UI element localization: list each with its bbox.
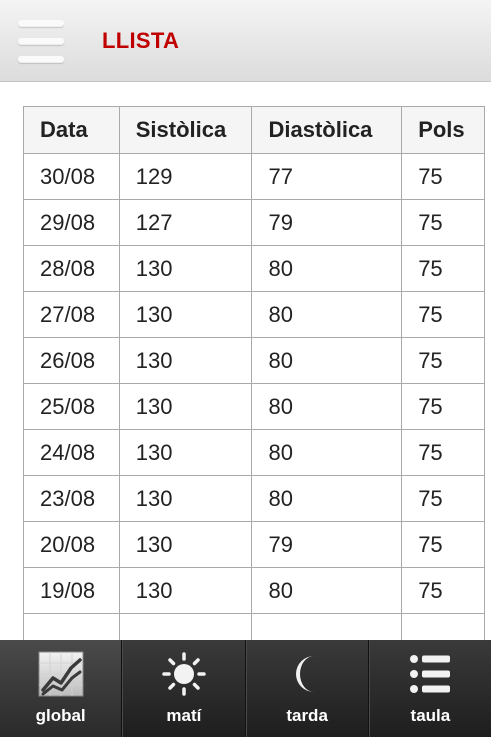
- cell-diastolic: 77: [251, 153, 403, 200]
- cell-diastolic: 80: [251, 475, 403, 522]
- cell-date: 28/08: [23, 245, 120, 292]
- cell-systolic: 130: [118, 291, 253, 338]
- table-row: 30/08 129 77 75: [23, 153, 485, 200]
- cell-date: 30/08: [23, 153, 120, 200]
- cell-pulse: [401, 613, 485, 640]
- cell-date: [23, 613, 120, 640]
- cell-date: 27/08: [23, 291, 120, 338]
- cell-date: 25/08: [23, 383, 120, 430]
- table-row: 20/08 130 79 75: [23, 521, 485, 568]
- sun-icon: [162, 652, 206, 696]
- cell-diastolic: [251, 613, 403, 640]
- cell-pulse: 75: [401, 475, 485, 522]
- cell-systolic: 130: [118, 475, 253, 522]
- cell-pulse: 75: [401, 429, 485, 476]
- cell-systolic: 130: [118, 567, 253, 614]
- app-header: LLISTA: [0, 0, 491, 82]
- bottom-tab-bar: global matí tarda taula: [0, 640, 491, 737]
- menu-bar: [18, 20, 64, 27]
- table-row: 25/08 130 80 75: [23, 383, 485, 430]
- menu-icon[interactable]: [18, 20, 64, 64]
- tab-label: global: [35, 706, 86, 725]
- cell-pulse: 75: [401, 383, 485, 430]
- cell-systolic: 130: [118, 337, 253, 384]
- menu-bar: [18, 56, 64, 63]
- cell-diastolic: 80: [251, 567, 403, 614]
- cell-date: 26/08: [23, 337, 120, 384]
- cell-pulse: 75: [401, 291, 485, 338]
- cell-systolic: 127: [118, 199, 253, 246]
- cell-pulse: 75: [401, 153, 485, 200]
- cell-diastolic: 80: [251, 291, 403, 338]
- readings-table-container[interactable]: Data Sistòlica Diastòlica Pols 30/08 129…: [23, 106, 486, 640]
- page-title: LLISTA: [102, 28, 180, 53]
- cell-systolic: 130: [118, 521, 253, 568]
- tab-taula[interactable]: taula: [368, 640, 491, 737]
- cell-diastolic: 80: [251, 245, 403, 292]
- cell-diastolic: 80: [251, 429, 403, 476]
- cell-diastolic: 80: [251, 337, 403, 384]
- chart-icon: [38, 651, 84, 697]
- tab-label: tarda: [286, 706, 328, 725]
- cell-date: 20/08: [23, 521, 120, 568]
- cell-systolic: 130: [118, 245, 253, 292]
- cell-systolic: 129: [118, 153, 253, 200]
- table-row: 24/08 130 80 75: [23, 429, 485, 476]
- readings-table: Data Sistòlica Diastòlica Pols 30/08 129…: [23, 106, 485, 640]
- cell-systolic: 130: [118, 383, 253, 430]
- table-row: 26/08 130 80 75: [23, 337, 485, 384]
- menu-bar: [18, 38, 64, 45]
- cell-pulse: 75: [401, 567, 485, 614]
- cell-diastolic: 79: [251, 199, 403, 246]
- tab-label: taula: [410, 706, 451, 725]
- table-row: 19/08 130 80 75: [23, 567, 485, 614]
- cell-systolic: [118, 613, 253, 640]
- cell-pulse: 75: [401, 245, 485, 292]
- moon-icon: [296, 656, 315, 692]
- table-row: 27/08 130 80 75: [23, 291, 485, 338]
- tab-global[interactable]: global: [0, 640, 123, 737]
- table-row: [23, 613, 485, 640]
- cell-date: 19/08: [23, 567, 120, 614]
- cell-date: 29/08: [23, 199, 120, 246]
- cell-pulse: 75: [401, 521, 485, 568]
- list-icon: [410, 655, 451, 693]
- table-row: 23/08 130 80 75: [23, 475, 485, 522]
- column-header-date: Data: [23, 106, 120, 154]
- cell-diastolic: 79: [251, 521, 403, 568]
- column-header-systolic: Sistòlica: [118, 106, 253, 154]
- cell-date: 23/08: [23, 475, 120, 522]
- table-header-row: Data Sistòlica Diastòlica Pols: [23, 106, 485, 154]
- tab-tarda[interactable]: tarda: [245, 640, 369, 737]
- cell-systolic: 130: [118, 429, 253, 476]
- tab-label: matí: [166, 706, 202, 725]
- cell-diastolic: 80: [251, 383, 403, 430]
- cell-pulse: 75: [401, 337, 485, 384]
- column-header-pulse: Pols: [401, 106, 485, 154]
- tab-mati[interactable]: matí: [122, 640, 246, 737]
- table-row: 28/08 130 80 75: [23, 245, 485, 292]
- cell-date: 24/08: [23, 429, 120, 476]
- cell-pulse: 75: [401, 199, 485, 246]
- table-row: 29/08 127 79 75: [23, 199, 485, 246]
- column-header-diastolic: Diastòlica: [251, 106, 403, 154]
